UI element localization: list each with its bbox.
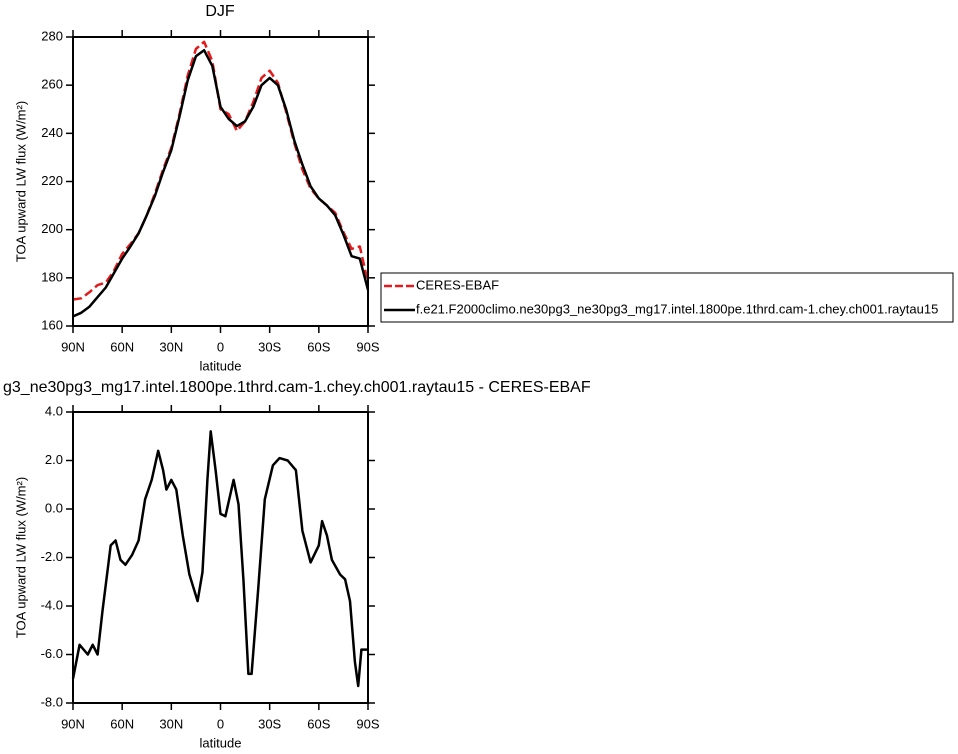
x-tick-label: 0 (217, 339, 224, 354)
x-axis-label: latitude (200, 358, 242, 373)
x-tick-label: 30N (159, 339, 183, 354)
x-tick-label: 60N (110, 716, 134, 731)
y-tick-label: -8.0 (41, 694, 63, 709)
x-axis-label: latitude (200, 735, 242, 750)
y-tick-label: 260 (41, 77, 63, 92)
x-tick-label: 60N (110, 339, 134, 354)
y-tick-label: 180 (41, 269, 63, 284)
legend-label: CERES-EBAF (416, 277, 499, 292)
y-tick-label: -4.0 (41, 597, 63, 612)
y-tick-label: 0.0 (45, 500, 63, 515)
data-line (71, 430, 368, 688)
plot-frame (72, 36, 369, 327)
legend-label: f.e21.F2000climo.ne30pg3_ne30pg3_mg17.in… (416, 301, 938, 316)
y-tick-label: 2.0 (45, 452, 63, 467)
y-tick-label: -6.0 (41, 646, 63, 661)
x-tick-label: 90S (356, 339, 379, 354)
y-tick-label: 4.0 (45, 403, 63, 418)
data-line (72, 48, 370, 318)
x-tick-label: 90S (356, 716, 379, 731)
x-tick-label: 90N (61, 339, 85, 354)
y-tick-label: -2.0 (41, 549, 63, 564)
x-tick-label: 60S (307, 716, 330, 731)
x-tick-label: 30S (258, 339, 281, 354)
y-tick-label: 280 (41, 28, 63, 43)
y-tick-label: 240 (41, 125, 63, 140)
x-tick-label: 30N (159, 716, 183, 731)
plot-frame (72, 411, 369, 704)
y-axis-label: TOA upward LW flux (W/m²) (13, 101, 28, 262)
y-tick-label: 220 (41, 173, 63, 188)
y-tick-label: 160 (41, 317, 63, 332)
legend-box (380, 272, 954, 323)
x-tick-label: 90N (61, 716, 85, 731)
x-tick-label: 30S (258, 716, 281, 731)
data-line (72, 40, 370, 301)
x-tick-label: 0 (217, 716, 224, 731)
x-tick-label: 60S (307, 339, 330, 354)
chart-title: g3_ne30pg3_mg17.intel.1800pe.1thrd.cam-1… (3, 379, 591, 396)
y-axis-label: TOA upward LW flux (W/m²) (13, 477, 28, 638)
chart-title: DJF (205, 3, 235, 20)
y-tick-label: 200 (41, 221, 63, 236)
